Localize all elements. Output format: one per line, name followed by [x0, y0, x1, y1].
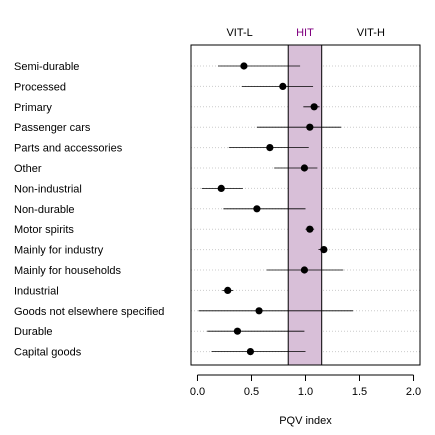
category-label: Passenger cars [14, 122, 91, 134]
data-point [310, 103, 318, 111]
data-point [217, 184, 225, 192]
category-label: Motor spirits [14, 224, 74, 236]
data-point [224, 286, 232, 294]
band-label-hit: HIT [296, 27, 314, 39]
data-point [320, 246, 328, 254]
data-point [300, 266, 309, 274]
data-point [266, 144, 274, 152]
category-label: Parts and accessories [14, 143, 123, 155]
data-points [217, 62, 328, 356]
category-label: Durable [14, 326, 53, 338]
data-point [306, 123, 314, 131]
category-label: Non-industrial [14, 183, 82, 195]
category-label: Non-durable [14, 204, 75, 216]
category-label: Capital goods [14, 347, 82, 359]
hit-band [287, 44, 323, 366]
data-point [255, 307, 263, 315]
x-tick-label: 2.0 [406, 386, 421, 398]
category-label: Other [14, 163, 42, 175]
data-point [246, 348, 255, 356]
x-axis-title: PQV index [279, 415, 332, 427]
data-point [253, 205, 261, 213]
category-label: Primary [14, 102, 52, 114]
category-label: Semi-durable [14, 61, 79, 73]
x-tick-label: 1.0 [298, 386, 313, 398]
x-tick-label: 0.0 [190, 386, 205, 398]
data-point [233, 327, 242, 335]
data-point [240, 62, 248, 70]
x-tick-label: 1.5 [352, 386, 367, 398]
band-label-vit-h: VIT-H [357, 27, 385, 39]
band-label-vit-l: VIT-L [226, 27, 252, 39]
plot-frame [190, 44, 421, 366]
data-point [306, 225, 314, 233]
category-label: Industrial [14, 285, 59, 297]
data-point [279, 82, 287, 90]
category-label: Goods not elsewhere specified [14, 306, 164, 318]
data-point [300, 164, 309, 172]
x-tick-label: 0.5 [244, 386, 259, 398]
category-label: Processed [14, 81, 66, 93]
category-label: Mainly for industry [14, 245, 104, 257]
category-labels: Semi-durable Processed Primary Passenger ca… [14, 61, 164, 359]
category-label: Mainly for households [14, 265, 122, 277]
x-axis: 0.0 0.5 1.0 1.5 2.0 [190, 374, 421, 398]
